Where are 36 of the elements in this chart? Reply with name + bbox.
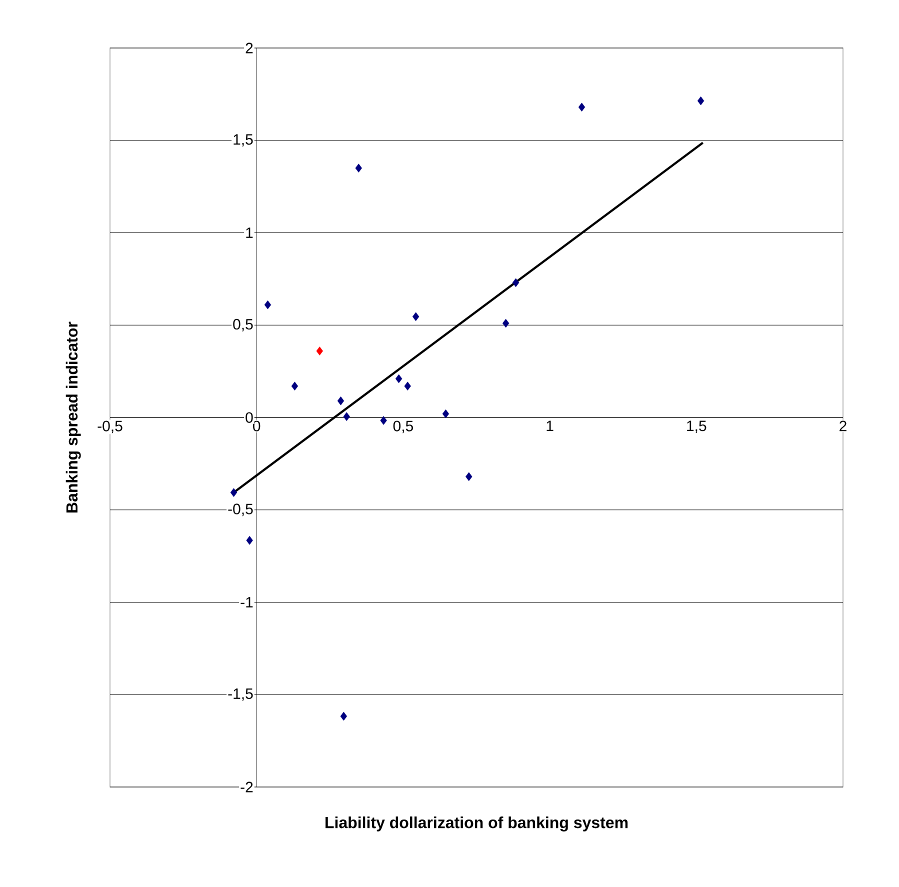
- y-tick-label: 0,5: [233, 318, 253, 332]
- y-tick-label: -1,5: [228, 688, 253, 701]
- x-tick-label: 0: [253, 420, 260, 432]
- point: [246, 536, 253, 545]
- x-tick-label: 2: [840, 420, 846, 432]
- point: [466, 472, 472, 482]
- y-tick-label: 0: [246, 412, 253, 423]
- point: [412, 312, 420, 322]
- point: [340, 712, 348, 721]
- point: [697, 96, 704, 106]
- y-tick-label: -2: [240, 782, 253, 792]
- x-tick-label: 1: [546, 420, 554, 432]
- x-tick-label: 1,5: [687, 420, 706, 433]
- point: [316, 346, 323, 356]
- y-tick-label: -1: [240, 597, 253, 608]
- y-axis-title: Banking spread indicator: [66, 322, 81, 512]
- y-tick-label: 2: [246, 42, 253, 54]
- point: [502, 318, 510, 328]
- y-tick-label: 1,5: [234, 134, 253, 146]
- point: [578, 102, 586, 112]
- point: [442, 409, 450, 418]
- point: [337, 396, 344, 406]
- x-tick-label: 0,5: [393, 420, 414, 434]
- point: [355, 164, 362, 172]
- point: [404, 382, 411, 391]
- point: [512, 278, 520, 288]
- point: [230, 488, 238, 497]
- point: [395, 374, 402, 384]
- point: [380, 416, 387, 425]
- x-axis-title: Liability dollarization of banking system: [326, 816, 628, 832]
- y-tick-label: 1: [246, 228, 253, 238]
- x-tick-label: -0,5: [98, 420, 122, 434]
- point: [291, 382, 298, 391]
- point: [343, 412, 350, 421]
- point: [264, 300, 272, 310]
- y-tick-label: -0,5: [228, 504, 253, 516]
